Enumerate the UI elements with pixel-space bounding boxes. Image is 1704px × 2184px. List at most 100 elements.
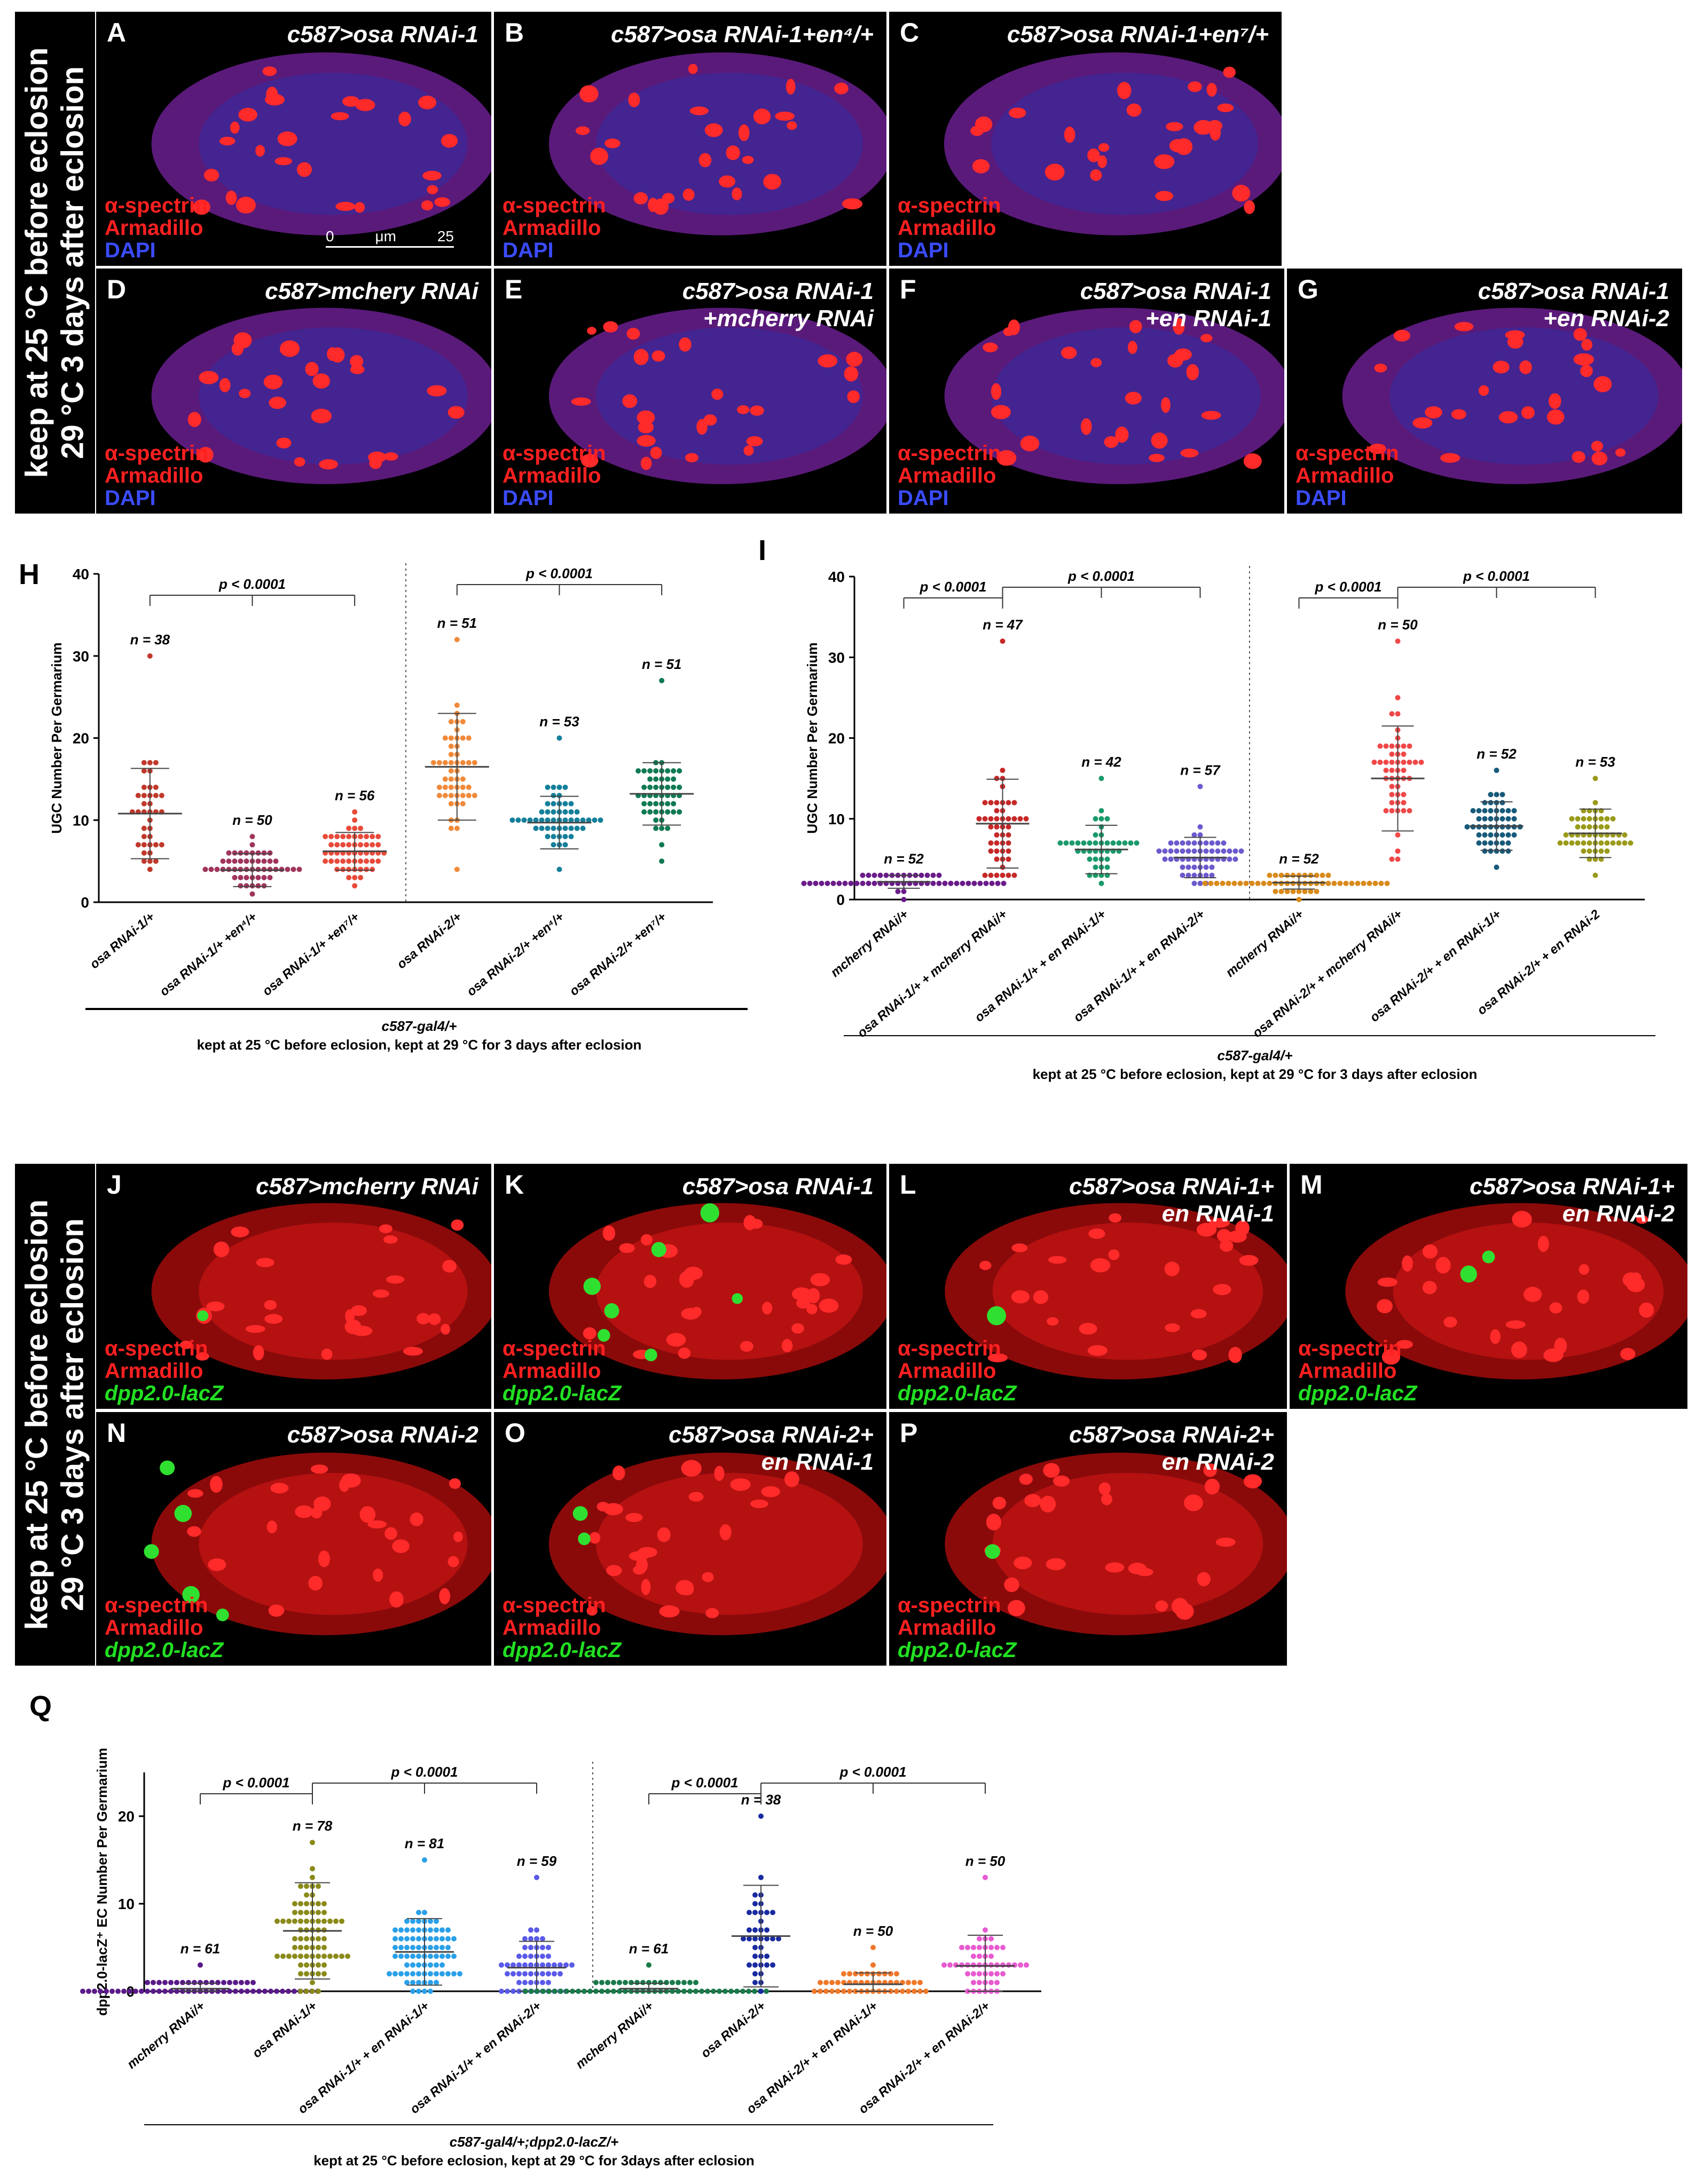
data-point bbox=[1314, 888, 1320, 894]
data-point bbox=[841, 1971, 846, 1977]
data-point bbox=[988, 840, 994, 846]
data-point bbox=[528, 1927, 533, 1933]
nucleus-spot bbox=[680, 1584, 694, 1596]
data-point bbox=[292, 1910, 297, 1915]
data-point bbox=[982, 800, 988, 806]
data-point bbox=[994, 848, 1000, 854]
data-point bbox=[256, 1989, 262, 1994]
panel-f-image bbox=[944, 308, 1284, 484]
panel-g-image bbox=[1342, 308, 1682, 484]
data-point bbox=[292, 1953, 297, 1959]
data-point bbox=[912, 1989, 917, 1994]
data-point bbox=[900, 1989, 905, 1994]
data-point bbox=[364, 866, 370, 872]
data-point bbox=[439, 1945, 445, 1950]
data-point bbox=[1343, 880, 1349, 886]
data-point bbox=[1383, 743, 1389, 749]
nucleus-spot bbox=[389, 1591, 404, 1608]
data-point bbox=[1383, 808, 1389, 814]
nucleus-spot bbox=[422, 170, 442, 181]
data-point bbox=[1482, 824, 1488, 830]
nucleus-spot bbox=[266, 86, 278, 103]
data-point bbox=[244, 883, 249, 889]
data-point bbox=[1278, 872, 1284, 878]
data-point bbox=[1093, 816, 1098, 822]
nucleus-spot bbox=[1201, 411, 1221, 420]
data-point bbox=[280, 1918, 286, 1924]
data-point bbox=[1604, 848, 1610, 854]
data-point bbox=[392, 1953, 398, 1959]
data-point bbox=[448, 825, 454, 831]
data-point bbox=[192, 1980, 197, 1985]
nucleus-spot bbox=[606, 1565, 622, 1576]
nucleus-spot bbox=[662, 193, 675, 204]
data-point bbox=[994, 1971, 1000, 1977]
data-point bbox=[580, 817, 586, 823]
armadillo-label: Armadillo bbox=[502, 1616, 601, 1639]
data-point bbox=[1302, 872, 1308, 878]
data-point bbox=[758, 1874, 764, 1880]
data-point bbox=[623, 1980, 628, 1985]
alpha-spectrin-label: α-spectrin bbox=[105, 1594, 208, 1617]
data-point bbox=[1006, 872, 1011, 878]
data-point bbox=[416, 1953, 421, 1959]
data-point bbox=[410, 1989, 415, 1994]
nucleus-spot bbox=[359, 1506, 376, 1523]
data-point bbox=[410, 1962, 415, 1968]
data-point bbox=[1389, 792, 1395, 798]
data-point bbox=[398, 1927, 404, 1933]
data-point bbox=[764, 1910, 769, 1915]
data-point bbox=[1197, 880, 1203, 886]
data-point bbox=[209, 1980, 215, 1985]
lacz-spot bbox=[583, 1278, 601, 1295]
data-point bbox=[434, 1945, 439, 1950]
data-point bbox=[1592, 800, 1598, 806]
data-point bbox=[994, 816, 1000, 822]
data-point bbox=[1006, 848, 1011, 854]
nucleus-spot bbox=[1524, 1287, 1542, 1302]
data-point bbox=[1598, 816, 1604, 822]
data-point bbox=[582, 1989, 587, 1994]
armadillo-label: Armadillo bbox=[898, 464, 996, 487]
nucleus-spot bbox=[742, 155, 754, 164]
data-point bbox=[540, 1980, 545, 1985]
data-point bbox=[448, 793, 454, 799]
data-point bbox=[574, 825, 580, 831]
data-point bbox=[545, 834, 551, 839]
nucleus-spot bbox=[255, 145, 265, 157]
side-label-bottom-line1: keep at 25 °C before eclosion bbox=[19, 1199, 54, 1630]
data-point bbox=[1018, 1962, 1023, 1968]
nucleus-spot bbox=[1204, 1478, 1220, 1495]
lacz-spot bbox=[645, 1349, 657, 1361]
y-tick-label: 0 bbox=[81, 894, 89, 911]
data-point bbox=[830, 880, 836, 886]
data-point bbox=[535, 1989, 540, 1994]
x-tick-label: osa RNAi-1/+ +en⁷/+ bbox=[260, 910, 362, 999]
nucleus-spot bbox=[441, 133, 458, 148]
tissue-core bbox=[1389, 327, 1659, 465]
nucleus-spot bbox=[1591, 451, 1608, 466]
data-point bbox=[539, 825, 545, 831]
data-point bbox=[977, 1980, 982, 1985]
side-label-bottom-line2: 29 °C 3 days after eclosion bbox=[55, 1218, 90, 1611]
alpha-spectrin-label: α-spectrin bbox=[502, 1594, 606, 1617]
data-point bbox=[1470, 808, 1476, 814]
nucleus-spot bbox=[274, 157, 293, 165]
data-point bbox=[1389, 800, 1395, 806]
alpha-spectrin-label: α-spectrin bbox=[105, 441, 208, 465]
nucleus-spot bbox=[439, 1588, 451, 1605]
data-point bbox=[460, 719, 466, 724]
data-point bbox=[1499, 792, 1505, 798]
data-point bbox=[1180, 848, 1185, 854]
data-point bbox=[552, 1962, 557, 1968]
nucleus-spot bbox=[447, 1556, 459, 1567]
nucleus-spot bbox=[1577, 1289, 1589, 1304]
data-point bbox=[316, 1945, 321, 1950]
data-point bbox=[250, 1980, 256, 1985]
data-point bbox=[1587, 816, 1592, 822]
data-point bbox=[274, 1953, 280, 1959]
